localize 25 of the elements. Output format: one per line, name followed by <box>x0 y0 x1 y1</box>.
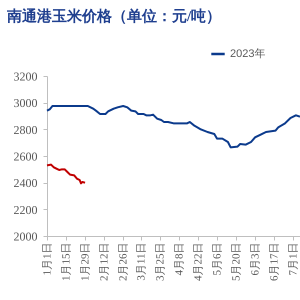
x-tick-label: 2月12日 <box>98 242 111 281</box>
chart-title: 南通港玉米价格（单位：元/吨） <box>6 8 222 25</box>
x-tick-label: 3月25日 <box>154 242 166 281</box>
y-tick-label: 2800 <box>14 122 38 137</box>
x-tick-label: 4月22日 <box>192 242 204 281</box>
x-tick-label: 1月29日 <box>80 242 92 281</box>
x-tick-label: 1月15日 <box>60 242 73 281</box>
line-series <box>46 164 86 184</box>
y-tick-label: 2200 <box>14 202 38 217</box>
x-tick-label: 6月3日 <box>250 242 262 276</box>
y-tick-label: 3000 <box>14 96 38 110</box>
y-tick-label: 2600 <box>14 150 38 164</box>
x-tick-label: 5月20日 <box>230 242 243 281</box>
x-tick-label: 2月26日 <box>118 242 130 281</box>
x-tick-label: 3月11日 <box>135 242 148 281</box>
x-tick-label: 5月6日 <box>212 242 224 276</box>
line-series <box>46 105 300 148</box>
legend-label: 2023年 <box>230 48 266 60</box>
y-tick-label: 2400 <box>14 176 38 190</box>
x-tick-label: 4月8日 <box>173 242 186 276</box>
x-tick-label: 6月17日 <box>268 242 281 281</box>
x-tick-label: 1月1日 <box>42 242 54 276</box>
y-tick-label: 3200 <box>14 70 38 84</box>
x-tick-label: 7月1日 <box>288 242 300 276</box>
y-tick-label: 2000 <box>14 230 38 244</box>
